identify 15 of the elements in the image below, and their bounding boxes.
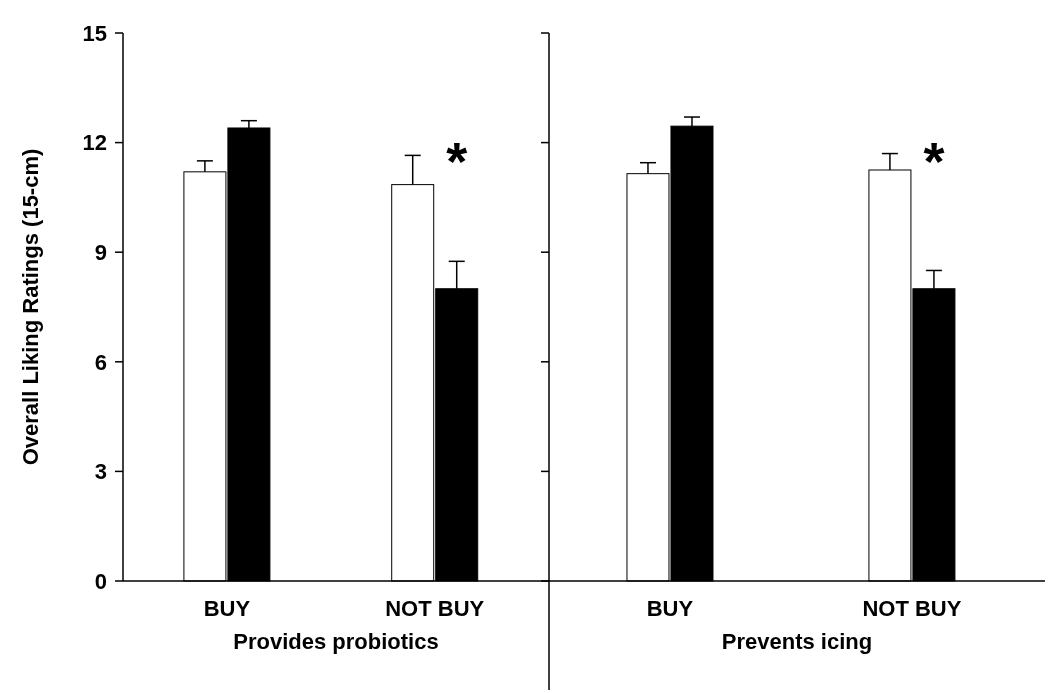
y-tick-label: 0 <box>94 568 107 594</box>
x-tick-label: NOT BUY <box>385 596 485 621</box>
annotation: * <box>446 131 468 192</box>
x-axis-title: Prevents icing <box>721 629 873 654</box>
y-tick-label: 6 <box>94 349 107 375</box>
y-tick-label: 9 <box>94 239 107 265</box>
x-tick-label: BUY <box>646 596 694 621</box>
y-tick-label: 12 <box>82 130 107 156</box>
y-axis-title: Overall Liking Ratings (15-cm) <box>18 148 43 466</box>
annotation: * <box>923 131 945 192</box>
y-tick-label: 15 <box>82 20 107 46</box>
x-axis-title: Provides probiotics <box>233 629 439 654</box>
x-tick-label: BUY <box>203 596 251 621</box>
x-tick-label: NOT BUY <box>862 596 962 621</box>
y-tick-label: 3 <box>94 459 107 485</box>
